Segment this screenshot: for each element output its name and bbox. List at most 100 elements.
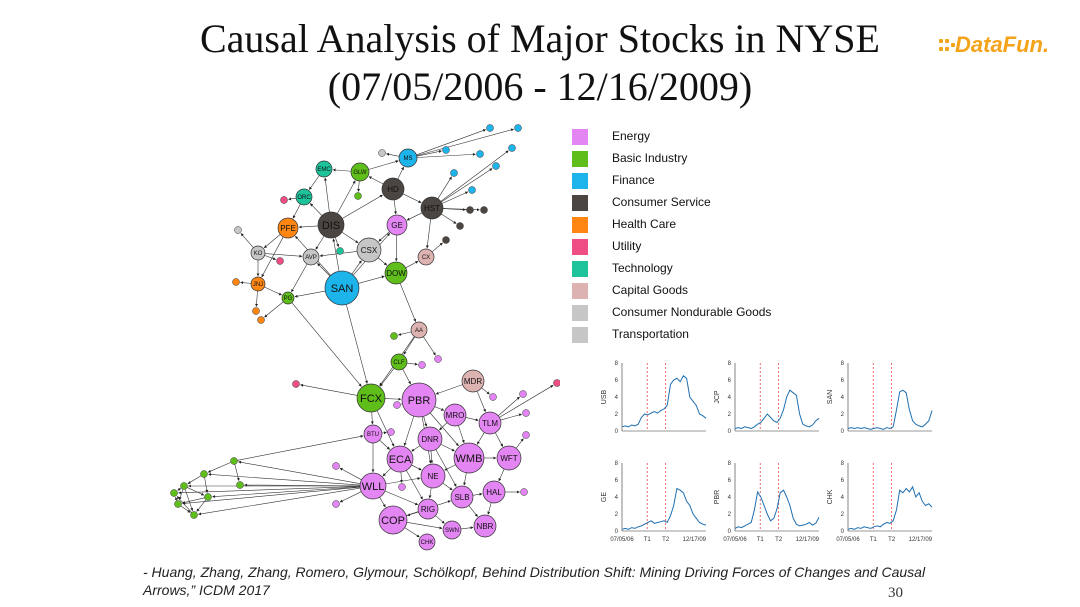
graph-node-small [332,500,340,508]
graph-node-label: WLL [362,481,385,493]
causal-edge [334,237,340,248]
causal-edge [465,417,479,422]
legend-item: Finance [572,172,792,190]
graph-node-circle [450,485,474,509]
causal-edge [498,396,520,416]
graph-node: PFE [277,217,299,239]
y-tick-label: 4 [841,495,845,501]
causal-edge [487,502,492,515]
causal-edge [315,235,325,250]
causal-edge [397,166,404,180]
causal-edge [441,213,457,224]
graph-node-circle [350,162,370,182]
legend-label: Health Care [612,217,677,231]
causal-edge [240,233,254,248]
y-tick-label: 2 [841,512,845,518]
graph-node-label: MDR [464,377,482,386]
causal-edge [339,467,362,481]
y-tick-label: 0 [615,429,619,435]
graph-node: MDR [461,369,485,393]
graph-node-label: HAL [486,488,502,497]
timeseries-panel: 0 2 4 6 8 JCP [714,361,820,435]
y-tick-label: 0 [841,529,845,535]
graph-node: CLF [390,353,408,371]
causal-edge [437,176,452,199]
graph-node-small [522,431,530,439]
graph-node-label: DOW [386,269,406,278]
causal-edge [237,434,364,461]
causal-edge [442,482,453,491]
graph-node: SAN [324,270,360,306]
graph-node-label: KO [254,251,263,257]
causal-edge [434,406,445,411]
graph-node: ECA [386,445,414,473]
slide-title-line2: (07/05/2006 - 12/16/2009) [327,64,753,109]
causal-edge [176,496,192,513]
causal-edge [439,422,448,431]
graph-node-small [514,124,522,132]
legend-label: Finance [612,173,655,187]
graph-node-small [354,192,362,200]
causal-edge [378,231,390,242]
causal-edge [178,486,361,495]
y-tick-label: 4 [728,495,732,501]
y-tick-label: 2 [841,412,845,418]
graph-node-label: CHK [421,540,434,546]
graph-node: JNJ [250,276,266,292]
graph-node-circle [324,270,360,306]
graph-node-circle [356,383,386,413]
causal-edge [385,477,421,485]
y-tick-label: 0 [615,529,619,535]
x-tick-label: T1 [757,537,765,543]
graph-node-circle [442,520,462,540]
y-tick-label: 0 [728,529,732,535]
graph-node-label: NBR [477,522,494,531]
y-tick-label: 2 [615,412,619,418]
causal-edge [379,368,395,387]
graph-node-circle [482,480,506,504]
causal-edge [368,176,384,185]
y-tick-label: 4 [841,395,845,401]
graph-node-label: FCX [360,393,383,405]
graph-node-small [336,247,344,255]
datafun-logo: DataFun. [935,30,1065,62]
graph-node-circle [390,353,408,371]
graph-node-label: PFE [280,224,296,233]
causal-edge [177,487,182,491]
causal-edge [184,489,194,512]
legend-item: Utility [572,238,792,256]
causal-edge [263,234,281,249]
graph-node: DOW [384,261,408,285]
causal-edge [440,443,455,452]
causal-edge [300,383,358,396]
graph-nodes: SAN MS DIS HD HST GLW EMC ORC PFE CSX GE DOW CX KO AVP… [170,124,560,551]
graph-node-small [398,483,406,491]
causal-edge [416,150,442,157]
legend-item: Energy [572,128,792,146]
graph-node: HD [381,177,405,201]
graph-node-small [553,379,560,387]
legend-label: Consumer Nondurable Goods [612,305,772,319]
causal-edge [441,168,493,203]
y-tick-label: 2 [728,412,732,418]
causal-edge [379,439,390,450]
graph-node: MS [398,148,418,168]
causal-edge [500,413,522,421]
graph-node-small [230,457,238,465]
graph-node: GLW [350,162,370,182]
graph-node-small [204,493,212,501]
graph-node: MRO [443,403,467,427]
graph-node-small [489,393,497,401]
causal-edge [411,445,421,452]
causal-edge [384,397,402,401]
causal-edge [198,487,361,516]
x-tick-label: T2 [888,537,896,543]
causal-edge [416,128,514,156]
causal-edge [460,526,474,530]
graph-node-circle [453,442,485,474]
graph-node-label: WMB [456,453,483,465]
causal-edge [406,212,423,221]
graph-node-label: RIG [421,505,435,514]
causal-edge [498,468,505,482]
y-tick-label: 6 [615,378,619,384]
